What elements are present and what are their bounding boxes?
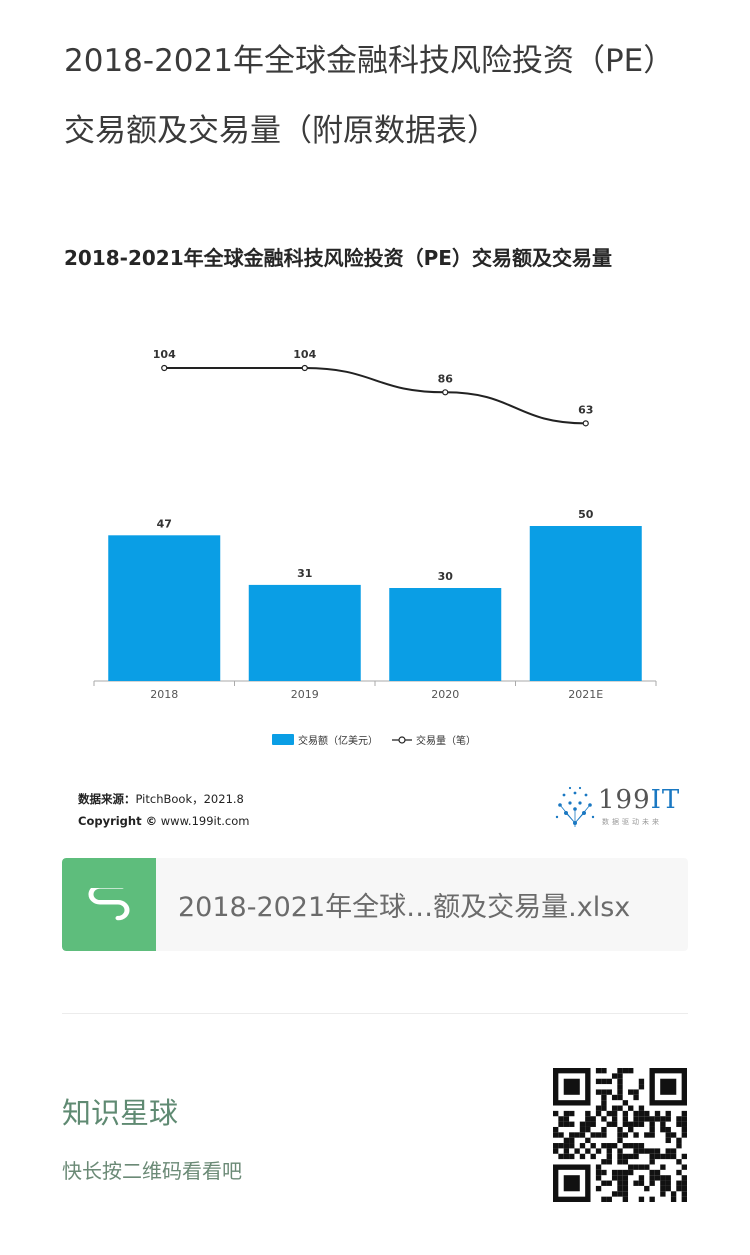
legend-line-label: 交易量（笔） — [416, 734, 476, 747]
bar-2020 — [389, 588, 502, 681]
bar-label: 47 — [157, 517, 172, 530]
line-label: 104 — [153, 348, 176, 361]
brand-slogan: 数据驱动未来 — [602, 818, 662, 826]
bar-2018 — [108, 535, 221, 681]
brand-logo: 199IT 数据驱动未来 — [552, 783, 692, 833]
line-label: 63 — [578, 403, 593, 416]
copyright-label: Copyright © — [78, 814, 158, 828]
attachment-filename[interactable]: 2018-2021年全球…额及交易量.xlsx — [178, 892, 631, 923]
line-point — [442, 389, 449, 396]
combo-chart: 47 2018 31 2019 30 2020 50 2021E 104 104 86 63 交易额（亿… — [93, 348, 657, 747]
legend-line-marker — [398, 736, 406, 744]
line-point — [301, 364, 308, 372]
x-tick-label: 2021E — [568, 688, 603, 701]
bar-label: 30 — [438, 570, 454, 583]
line-series — [164, 367, 586, 425]
x-tick-label: 2020 — [431, 688, 459, 701]
footer-subtitle: 快长按二维码看看吧 — [62, 1159, 242, 1183]
x-tick-label: 2019 — [291, 688, 319, 701]
legend-bar-swatch — [272, 734, 294, 745]
post-title: 2018-2021年全球金融科技风险投资（PE）交易额及交易量（附原数据表） — [64, 43, 675, 149]
chart-title: 2018-2021年全球金融科技风险投资（PE）交易额及交易量 — [64, 246, 612, 270]
legend-bar-label: 交易额（亿美元） — [298, 734, 378, 747]
qr-code-icon[interactable] — [553, 1068, 687, 1202]
dandelion-icon — [555, 786, 595, 827]
spreadsheet-icon — [62, 858, 156, 951]
line-label: 104 — [293, 348, 316, 361]
line-point — [161, 364, 168, 372]
bar-2019 — [248, 584, 361, 681]
divider — [62, 1013, 688, 1014]
source-text: PitchBook，2021.8 — [135, 792, 244, 806]
attachment-card[interactable]: 2018-2021年全球…额及交易量.xlsx — [62, 858, 688, 951]
brand-name: 199IT — [598, 785, 681, 815]
bar-2021E — [529, 526, 642, 681]
line-point — [582, 420, 589, 427]
bar-label: 50 — [578, 508, 594, 521]
line-label: 86 — [438, 372, 454, 385]
source-block: 数据来源：PitchBook，2021.8 Copyright © www.19… — [78, 788, 249, 832]
source-label: 数据来源： — [78, 792, 136, 806]
x-tick-label: 2018 — [150, 688, 178, 701]
footer-title: 知识星球 — [62, 1096, 179, 1130]
chart-image: 2018-2021年全球金融科技风险投资（PE）交易额及交易量 47 2018 31… — [0, 230, 750, 840]
bar-label: 31 — [297, 567, 312, 580]
copyright-text: www.199it.com — [160, 814, 250, 828]
